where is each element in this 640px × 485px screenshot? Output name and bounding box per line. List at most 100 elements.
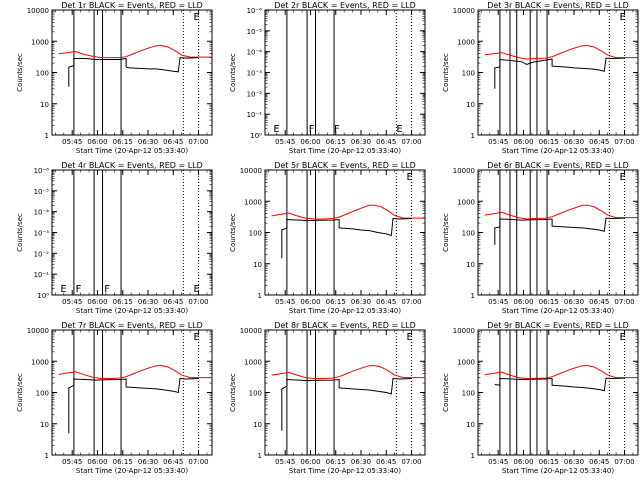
y-tick-label: 1000 [244,198,262,206]
y-tick-label: 10000 [27,7,49,15]
annotation-marker: E [406,332,412,343]
x-tick-label: 05:45 [275,458,295,466]
x-tick-label: 07:00 [401,138,421,146]
x-tick-label: 05:45 [488,298,508,306]
series-events-line [281,377,412,431]
y-axis-label: Counts/sec [442,213,450,252]
y-tick-label: 1 [471,452,475,460]
panel-title: Det 8r BLACK = Events, RED = LLD [274,321,416,330]
x-tick-label: 06:30 [351,458,371,466]
panel-title: Det 4r BLACK = Events, RED = LLD [61,161,203,170]
x-tick-label: 07:00 [188,298,208,306]
panel-det-1: Det 1r BLACK = Events, RED = LLD 1 10 100 10… [16,1,213,155]
y-tick-label: 100 [462,230,475,238]
x-axis-label: Start Time (20-Apr-12 05:33:40) [502,147,614,155]
annotation-marker: E [406,172,412,183]
annotation-marker: E [60,284,66,295]
x-tick-label: 06:30 [138,138,158,146]
panel-title: Det 5r BLACK = Events, RED = LLD [274,161,416,170]
y-tick-label: 10⁻⁶ [34,167,50,175]
annotation-marker: F [309,124,315,135]
y-tick-label: 1000 [244,358,262,366]
x-tick-label: 05:45 [488,138,508,146]
x-tick-label: 06:30 [564,138,584,146]
plot-frame [477,9,639,136]
x-tick-label: 06:45 [163,138,183,146]
panel-title: Det 2r BLACK = Events, RED = LLD [274,1,416,10]
x-tick-label: 06:00 [300,458,320,466]
series-events-line [494,217,625,245]
panel-det-9: Det 9r BLACK = Events, RED = LLD 1 10 100 10… [442,321,639,475]
x-tick-label: 07:00 [401,458,421,466]
y-tick-label: 1000 [31,38,49,46]
y-tick-label: 10000 [240,327,262,335]
annotation-marker: F [76,284,82,295]
y-tick-label: 10⁻² [34,250,50,258]
y-tick-label: 1000 [457,38,475,46]
annotation-marker: E [193,332,199,343]
y-tick-label: 100 [249,390,262,398]
annotation-marker: E [619,172,625,183]
x-tick-label: 06:15 [113,458,133,466]
x-tick-label: 06:15 [113,298,133,306]
series-lld-line [271,364,425,379]
plot-frame [264,169,426,296]
y-axis-label: Counts/sec [442,373,450,412]
x-tick-label: 06:00 [513,138,533,146]
x-tick-label: 06:15 [539,298,559,306]
series-events-line [68,377,199,434]
annotation-marker: E [396,124,402,135]
x-tick-label: 05:45 [488,458,508,466]
panel-title: Det 7r BLACK = Events, RED = LLD [61,321,203,330]
y-tick-label: 10⁰ [37,292,49,300]
x-tick-label: 06:30 [351,138,371,146]
annotation-marker: E [193,284,199,295]
y-tick-label: 1 [45,132,49,140]
y-axis-label: Counts/sec [16,373,24,412]
x-tick-label: 06:00 [87,138,107,146]
y-tick-label: 10 [466,421,475,429]
y-tick-label: 10⁻¹ [247,111,263,119]
plot-frame [264,329,426,456]
y-axis-label: Counts/sec [229,213,237,252]
x-tick-label: 06:45 [376,458,396,466]
y-tick-label: 10000 [453,7,475,15]
plot-frame [477,169,639,296]
y-tick-label: 1000 [457,358,475,366]
x-tick-label: 07:00 [614,138,634,146]
x-axis-label: Start Time (20-Apr-12 05:33:40) [76,147,188,155]
y-tick-label: 10000 [453,327,475,335]
y-axis-label: Counts/sec [442,53,450,92]
panel-title: Det 3r BLACK = Events, RED = LLD [487,1,629,10]
x-tick-label: 07:00 [614,458,634,466]
panel-det-3: Det 3r BLACK = Events, RED = LLD 1 10 100 10… [442,1,639,155]
y-tick-label: 10⁻² [247,90,263,98]
series-lld-line [58,44,212,59]
x-tick-label: 06:15 [326,458,346,466]
x-tick-label: 06:45 [163,298,183,306]
x-tick-label: 06:00 [87,458,107,466]
x-tick-label: 06:00 [87,298,107,306]
x-tick-label: 06:45 [163,458,183,466]
x-tick-label: 05:45 [62,298,82,306]
x-axis-label: Start Time (20-Apr-12 05:33:40) [502,307,614,315]
y-tick-label: 1 [45,452,49,460]
y-tick-label: 1 [471,292,475,300]
series-lld-line [271,204,425,220]
y-tick-label: 1 [258,452,262,460]
y-tick-label: 10 [253,421,262,429]
x-tick-label: 06:15 [539,458,559,466]
y-tick-label: 100 [462,390,475,398]
x-tick-label: 07:00 [614,298,634,306]
series-lld-line [484,44,638,60]
x-tick-label: 05:45 [62,138,82,146]
y-tick-label: 10⁻⁴ [34,209,50,217]
series-events-line [68,57,199,87]
x-tick-label: 07:00 [401,298,421,306]
annotation-marker: E [619,12,625,23]
y-axis-label: Counts/sec [229,373,237,412]
plot-frame [51,329,213,456]
panel-title: Det 6r BLACK = Events, RED = LLD [487,161,629,170]
y-tick-label: 10 [466,101,475,109]
